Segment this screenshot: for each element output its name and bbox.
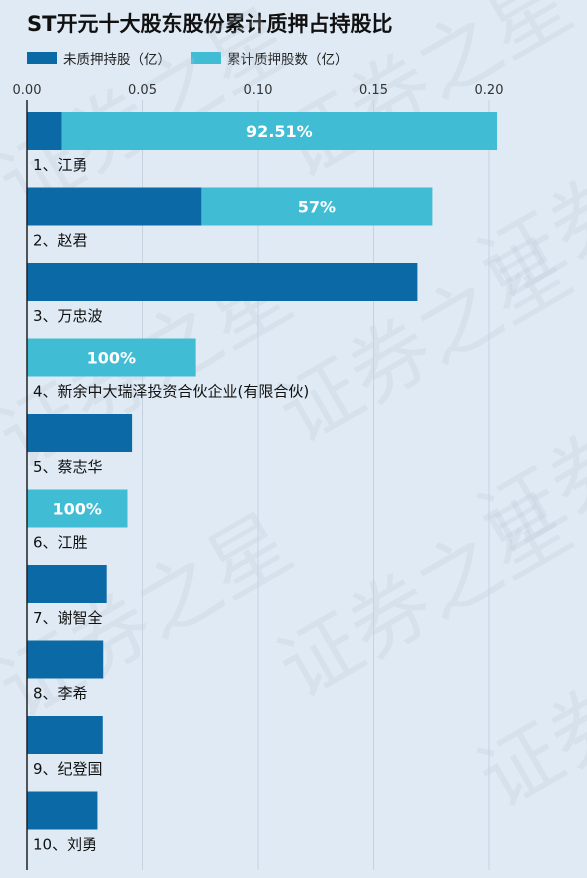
bar-pledged bbox=[61, 112, 498, 150]
bar-pledged bbox=[27, 338, 196, 377]
bar-unpledged bbox=[27, 112, 62, 150]
watermark-text: 证券之星 bbox=[463, 586, 587, 827]
watermark-text: 证券之星 bbox=[263, 0, 587, 196]
category-label: 6、江胜 bbox=[33, 534, 88, 552]
category-label: 1、江勇 bbox=[33, 156, 88, 174]
x-tick-label: 0.00 bbox=[13, 83, 42, 98]
category-label: 3、万忠波 bbox=[33, 307, 103, 325]
bar-unpledged bbox=[27, 263, 418, 301]
bar-unpledged bbox=[27, 716, 103, 754]
x-tick-label: 0.05 bbox=[128, 83, 157, 98]
category-label: 4、新余中大瑞泽投资合伙企业(有限合伙) bbox=[33, 383, 309, 401]
x-tick-label: 0.20 bbox=[475, 83, 504, 98]
bar-unpledged bbox=[27, 414, 133, 452]
data-label: 92.51% bbox=[246, 122, 313, 141]
watermark-text: 证券之星 bbox=[263, 221, 587, 462]
x-tick-label: 0.10 bbox=[244, 83, 273, 98]
category-label: 5、蔡志华 bbox=[33, 458, 103, 476]
legend-item-pledged: 累计质押股数（亿） bbox=[191, 48, 349, 68]
legend-swatch-pledged bbox=[191, 52, 221, 64]
bar-pledged bbox=[201, 187, 433, 226]
data-label: 100% bbox=[87, 349, 136, 368]
bar-unpledged bbox=[27, 640, 104, 679]
data-label: 57% bbox=[298, 198, 336, 217]
category-label: 8、李希 bbox=[33, 685, 88, 703]
legend-label-unpledged: 未质押持股（亿） bbox=[63, 52, 171, 68]
bar-unpledged bbox=[27, 187, 202, 226]
data-label: 100% bbox=[53, 500, 102, 519]
chart-title: ST开元十大股东股份累计质押占持股比 bbox=[27, 12, 393, 36]
category-label: 9、纪登国 bbox=[33, 760, 103, 778]
bar-unpledged bbox=[27, 791, 98, 830]
legend-label-pledged: 累计质押股数（亿） bbox=[227, 52, 349, 68]
category-label: 10、刘勇 bbox=[33, 836, 97, 854]
legend-swatch-unpledged bbox=[27, 52, 57, 64]
watermark-text: 证券之星 bbox=[263, 476, 587, 717]
bar-pledged bbox=[27, 489, 128, 528]
bar-unpledged bbox=[27, 565, 107, 603]
category-label: 7、谢智全 bbox=[33, 609, 103, 627]
legend: 未质押持股（亿） 累计质押股数（亿） bbox=[27, 48, 369, 68]
legend-item-unpledged: 未质押持股（亿） bbox=[27, 48, 171, 68]
category-label: 2、赵君 bbox=[33, 232, 88, 250]
x-tick-label: 0.15 bbox=[359, 83, 388, 98]
